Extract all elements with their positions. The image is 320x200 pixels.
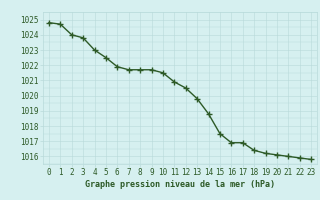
X-axis label: Graphe pression niveau de la mer (hPa): Graphe pression niveau de la mer (hPa) (85, 180, 275, 189)
